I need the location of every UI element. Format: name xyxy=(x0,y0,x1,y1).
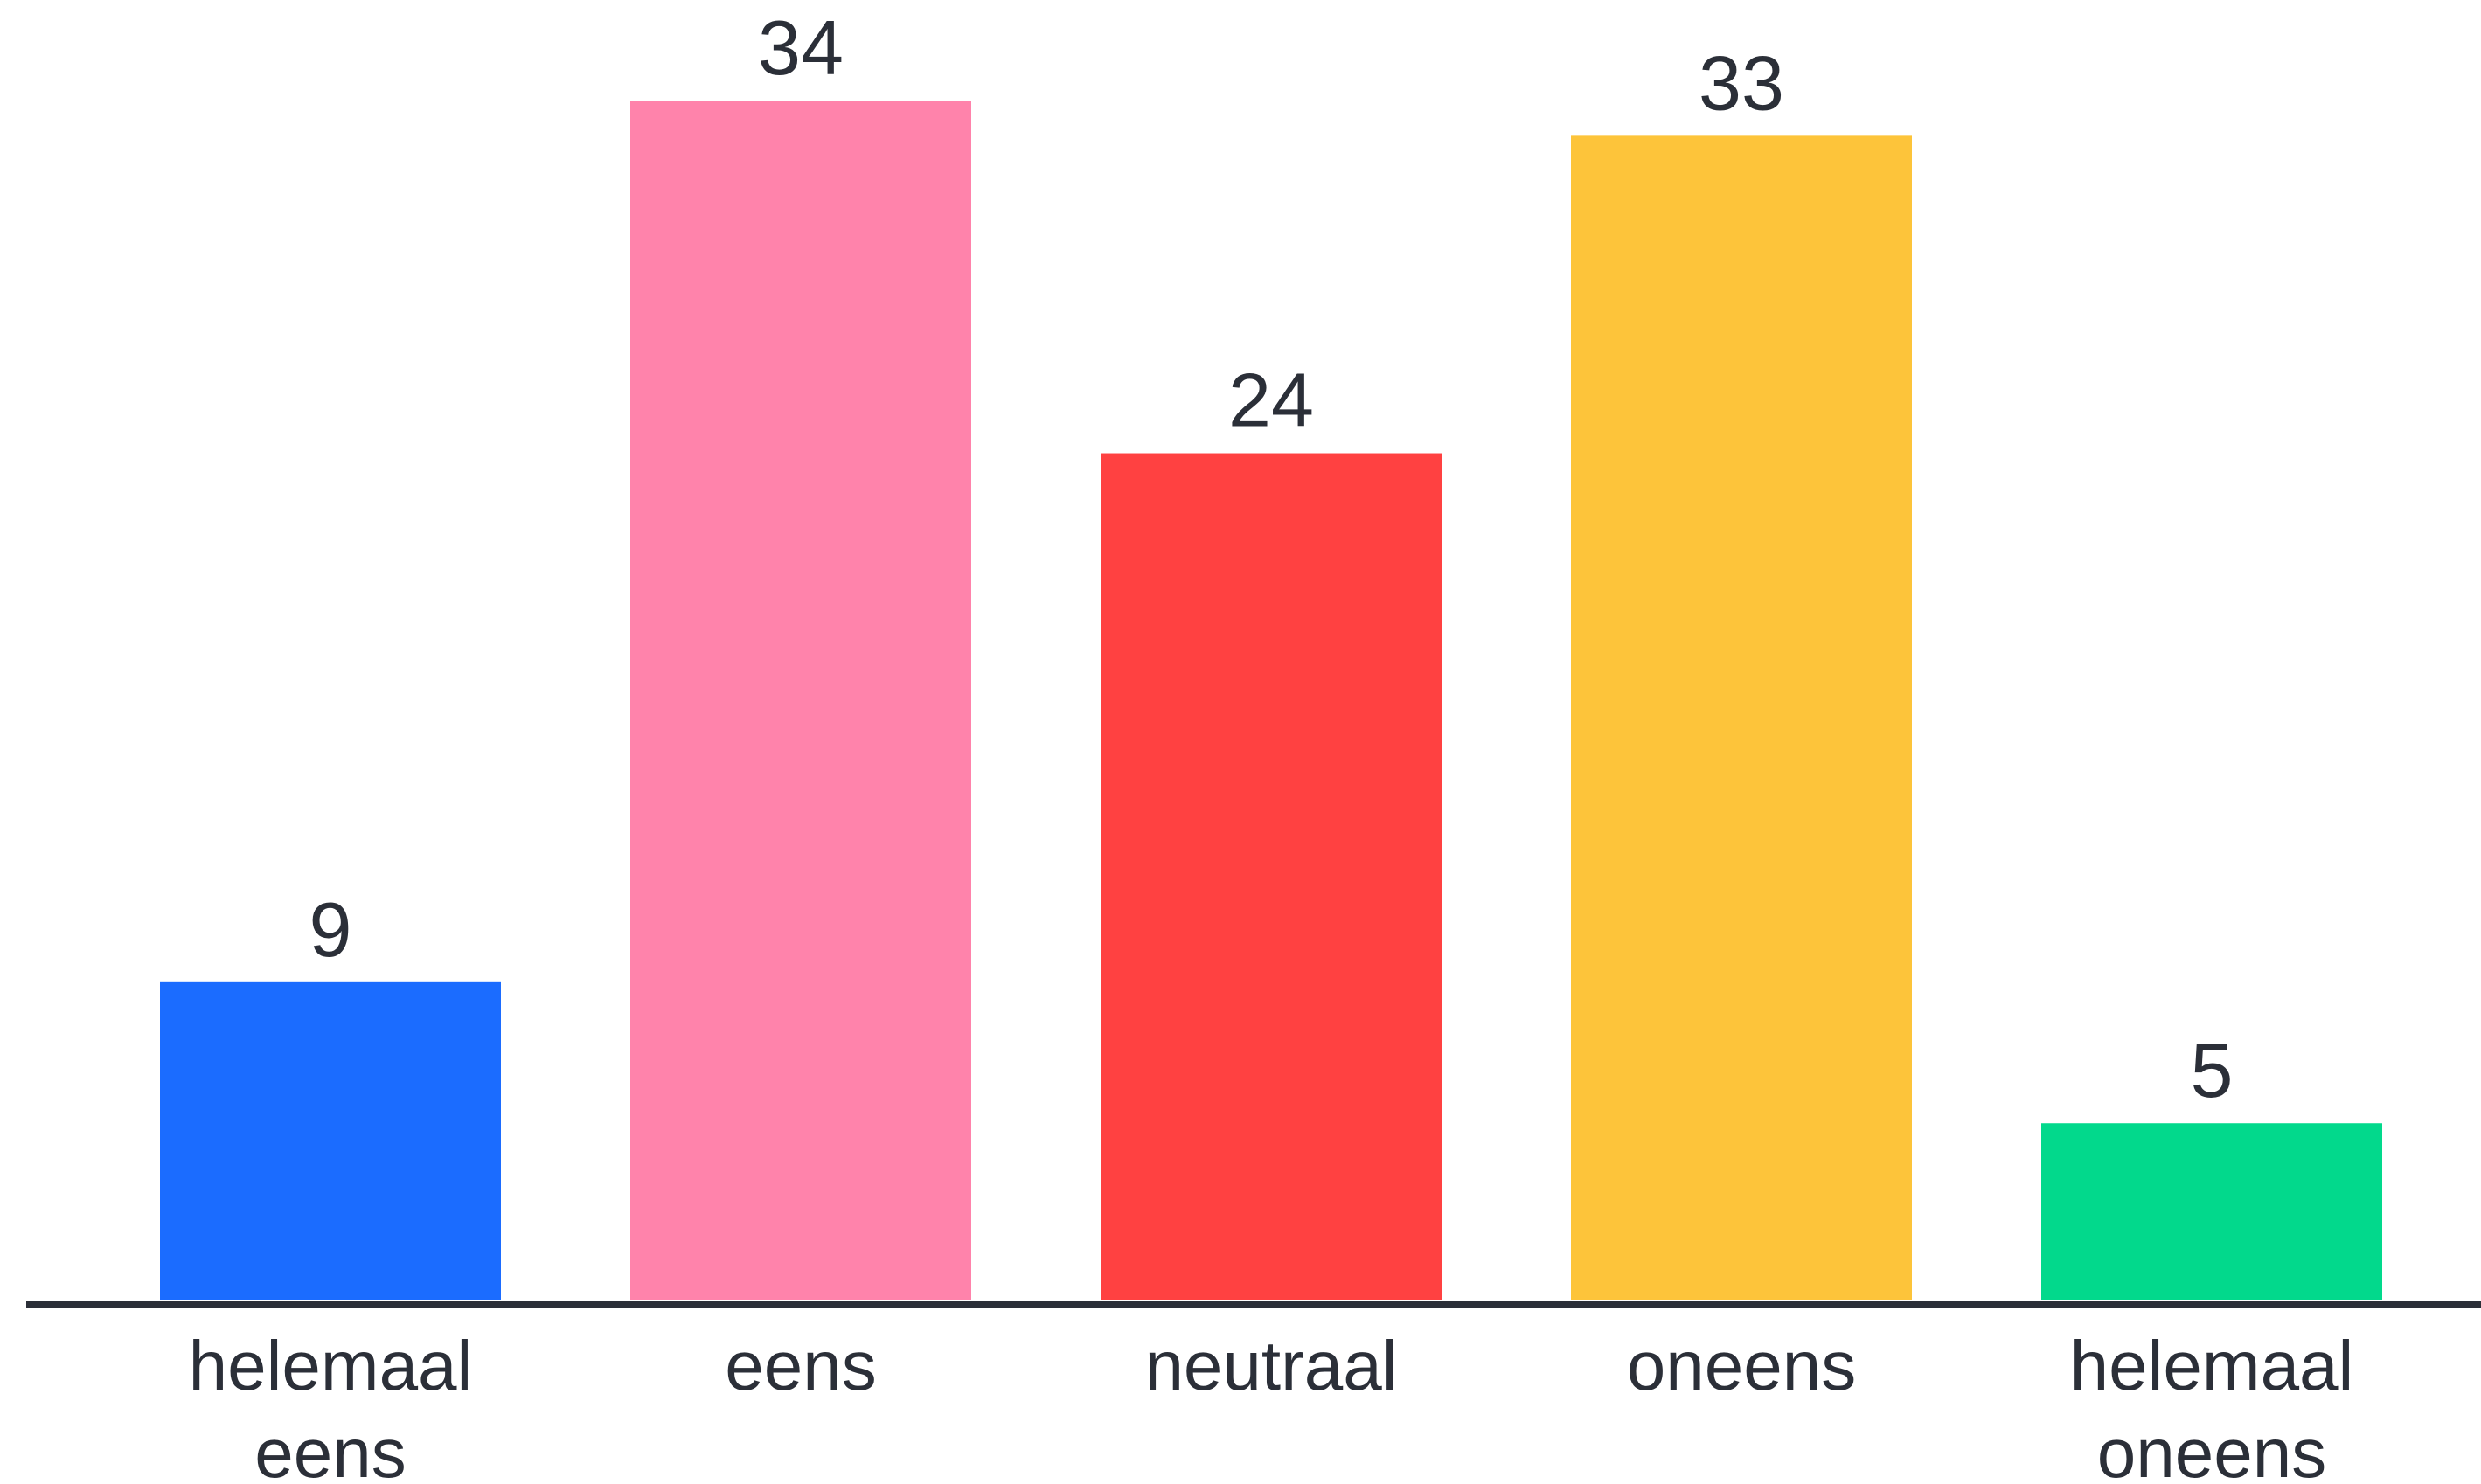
x-tick-label-3: oneens xyxy=(1627,1327,1856,1404)
bar-4 xyxy=(2041,1123,2382,1300)
value-label-2: 24 xyxy=(1228,357,1314,444)
x-tick-label-line: helemaal xyxy=(189,1327,473,1404)
x-tick-label-0: helemaal eens xyxy=(189,1327,473,1484)
value-label-4: 5 xyxy=(2191,1027,2234,1113)
bar-1 xyxy=(630,101,971,1300)
value-label-1: 34 xyxy=(758,4,844,91)
x-tick-labels: helemaal eens eens neutraal oneens helemaal on… xyxy=(189,1327,2354,1484)
x-tick-label-1: eens xyxy=(725,1327,876,1404)
bar-2 xyxy=(1101,453,1442,1300)
x-tick-label-line: eens xyxy=(725,1327,876,1404)
value-label-0: 9 xyxy=(309,886,352,973)
x-tick-label-line: neutraal xyxy=(1144,1327,1397,1404)
bars-layer xyxy=(160,101,2382,1300)
value-labels-layer: 9 34 24 33 5 xyxy=(309,4,2234,1113)
bar-0 xyxy=(160,981,501,1300)
x-tick-label-line: oneens xyxy=(1627,1327,1856,1404)
x-tick-label-4: helemaal oneens xyxy=(2070,1327,2354,1484)
x-tick-label-line: oneens xyxy=(2097,1414,2326,1484)
bar-3 xyxy=(1571,135,1912,1300)
x-tick-label-line: helemaal xyxy=(2070,1327,2354,1404)
x-tick-label-line: eens xyxy=(254,1414,406,1484)
x-tick-label-2: neutraal xyxy=(1144,1327,1397,1404)
value-label-3: 33 xyxy=(1699,39,1784,126)
